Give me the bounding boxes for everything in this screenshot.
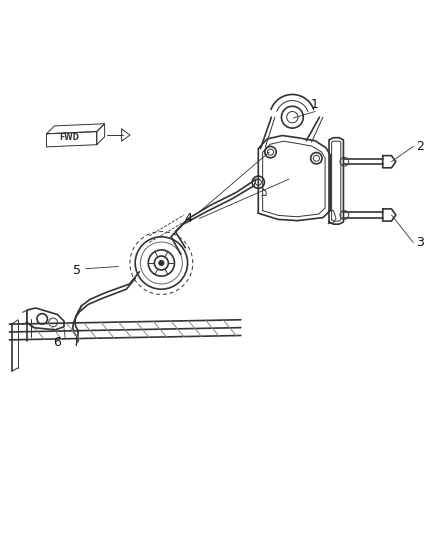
- Text: 6: 6: [53, 336, 61, 350]
- Circle shape: [159, 261, 164, 265]
- Text: 2: 2: [416, 140, 424, 153]
- Text: 3: 3: [416, 236, 424, 249]
- Text: 5: 5: [73, 264, 81, 277]
- Text: FWD: FWD: [59, 133, 79, 142]
- Text: 1: 1: [311, 99, 319, 111]
- Text: 4: 4: [184, 212, 192, 225]
